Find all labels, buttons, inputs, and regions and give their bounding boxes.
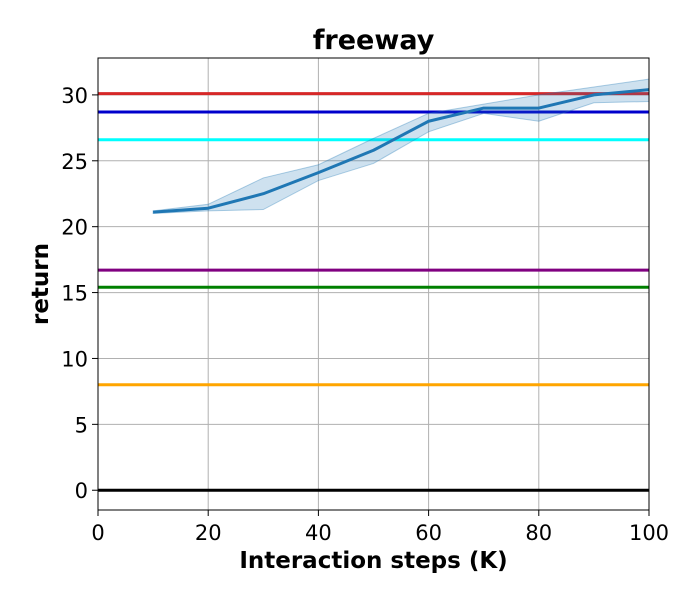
chart-title: freeway: [313, 25, 435, 56]
y-tick-label: 15: [61, 282, 88, 306]
y-tick-label: 10: [61, 347, 88, 371]
x-tick-label: 20: [195, 521, 222, 545]
x-tick-label: 0: [91, 521, 104, 545]
y-axis-title: return: [28, 243, 54, 325]
series-area: [152, 78, 650, 215]
plot-frame: [97, 57, 650, 511]
x-tick-label: 60: [415, 521, 442, 545]
series-line: [152, 88, 650, 214]
grid: [97, 58, 650, 510]
ticks: 0 20 40 60 80 100 0 5 10 15 20 25 30: [61, 84, 669, 545]
y-tick-label: 0: [75, 479, 88, 503]
reference-lines: [98, 92, 649, 492]
x-axis-title: Interaction steps (K): [239, 548, 507, 574]
y-tick-label: 25: [61, 150, 88, 174]
y-tick-label: 30: [61, 84, 88, 108]
x-tick-label: 40: [305, 521, 332, 545]
y-tick-label: 5: [75, 413, 88, 437]
y-tick-label: 20: [61, 216, 88, 240]
x-tick-label: 80: [525, 521, 552, 545]
x-tick-label: 100: [629, 521, 669, 545]
